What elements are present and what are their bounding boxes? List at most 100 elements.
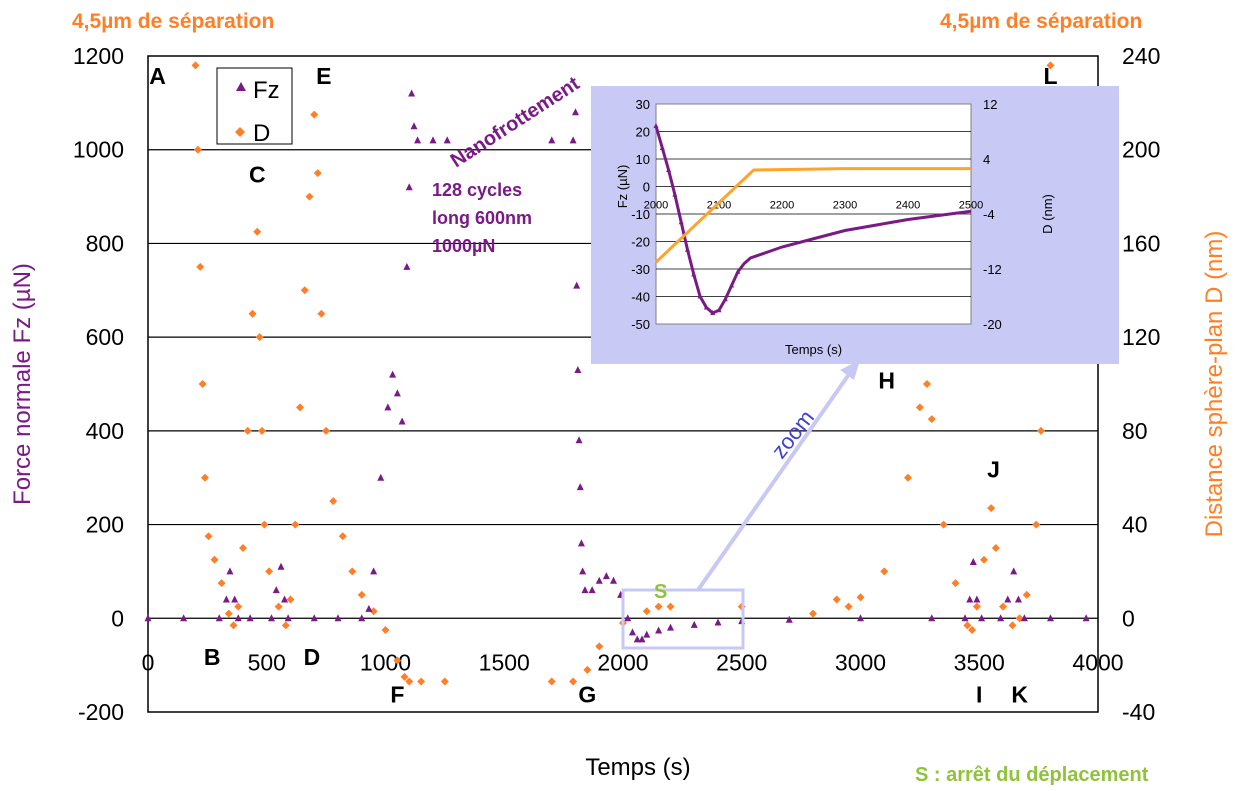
fz-marker: [1010, 567, 1018, 575]
inset-fz-marker: [691, 271, 697, 277]
d-marker: [1037, 426, 1045, 435]
zoom-box: [621, 588, 745, 650]
d-marker: [196, 262, 205, 271]
fz-marker: [629, 628, 636, 636]
point-label-i: I: [976, 682, 982, 708]
inset-d-line: [654, 167, 971, 264]
inset-x-tick-label: 2500: [959, 200, 983, 212]
d-marker: [939, 520, 948, 529]
fz-marker: [574, 365, 582, 373]
point-label-d: D: [304, 644, 321, 670]
zoom-arrow: [696, 368, 854, 592]
d-marker: [569, 677, 578, 686]
d-marker: [198, 380, 207, 388]
point-label-l: L: [1043, 63, 1057, 89]
fz-marker: [579, 567, 587, 575]
fz-marker: [268, 614, 275, 622]
d-marker: [393, 656, 402, 665]
y-tick-label: 400: [86, 418, 124, 444]
fz-marker: [857, 614, 864, 622]
x-tick-label: 500: [248, 649, 286, 675]
zoom-arrowhead: [840, 360, 860, 380]
y2-tick-label: 160: [1122, 230, 1160, 256]
d-marker: [338, 532, 347, 541]
zoom-label: zoom: [766, 405, 819, 463]
point-label-h: H: [878, 368, 895, 394]
fz-marker: [410, 122, 418, 130]
fz-marker: [576, 483, 584, 491]
fz-marker: [377, 473, 385, 481]
fz-marker: [667, 623, 674, 631]
d-marker: [999, 602, 1007, 611]
x-tick-label: 2000: [597, 649, 648, 675]
y-tick-label: 1000: [73, 137, 124, 163]
d-marker: [381, 626, 390, 634]
d-marker: [915, 403, 924, 412]
d-marker: [229, 621, 238, 630]
d-marker: [255, 333, 264, 342]
inset-y-axis-label: Fz (µN): [615, 165, 630, 209]
fz-marker: [610, 576, 617, 584]
x-tick-label: 1500: [479, 649, 530, 675]
d-marker: [880, 567, 889, 576]
fz-marker: [215, 614, 223, 622]
x-tick-label: 1000: [360, 649, 411, 675]
d-marker: [224, 609, 233, 618]
fz-marker: [624, 614, 632, 622]
inset-fz-marker: [678, 219, 684, 225]
inset-fz-line: [654, 125, 972, 315]
d-marker: [1008, 621, 1017, 630]
point-label-b: B: [204, 644, 221, 670]
fz-marker: [643, 630, 651, 638]
y-tick-label: 600: [86, 324, 124, 350]
fz-marker: [384, 403, 392, 411]
inset-y2-tick-label: 12: [983, 97, 997, 112]
fz-marker: [581, 586, 589, 594]
d-marker: [923, 380, 931, 388]
fz-marker: [548, 136, 556, 144]
d-marker: [972, 602, 981, 611]
point-label-k: K: [1011, 682, 1028, 708]
d-marker: [832, 595, 841, 604]
y2-axis-label: Distance sphère-plan D (nm): [1201, 231, 1228, 538]
d-marker: [313, 169, 322, 178]
fz-marker: [690, 620, 698, 628]
inset-x-tick-label: 2400: [896, 200, 920, 212]
d-marker: [991, 544, 1000, 552]
legend-d-label: D: [253, 120, 270, 147]
d-marker: [329, 497, 338, 506]
fz-marker: [655, 626, 663, 634]
d-marker: [405, 677, 414, 686]
fz-marker: [334, 614, 342, 622]
y-axis-label: Force normale Fz (µN): [9, 263, 36, 505]
fz-marker: [973, 595, 981, 603]
x-tick-label: 0: [142, 649, 155, 675]
main-axes: -200020040060080010001200-40040801201602…: [73, 43, 1161, 725]
fz-marker: [443, 136, 451, 144]
fz-marker: [1014, 595, 1022, 603]
inset-y-tick-label: 10: [636, 152, 650, 167]
fz-marker: [277, 562, 285, 570]
fz-marker: [398, 417, 406, 425]
fz-marker: [572, 108, 579, 116]
d-marker: [217, 579, 226, 588]
inset-fz-marker: [716, 307, 722, 313]
y-tick-label: 200: [86, 512, 124, 538]
fz-marker: [414, 136, 422, 144]
d-marker: [844, 602, 853, 611]
d-marker: [400, 672, 409, 681]
plot-frame: [147, 55, 1099, 713]
point-label-j: J: [987, 457, 1000, 483]
fz-marker: [966, 595, 974, 603]
d-marker: [968, 626, 977, 634]
fz-marker: [370, 567, 378, 575]
inset-y2-tick-label: -20: [983, 317, 1002, 332]
d-marker: [193, 145, 202, 154]
fz-marker: [144, 614, 152, 622]
fz-marker: [1047, 614, 1054, 622]
inset-fz-marker: [722, 296, 728, 302]
point-label-a: A: [149, 63, 166, 89]
d-marker: [642, 607, 651, 616]
d-marker: [963, 621, 972, 630]
